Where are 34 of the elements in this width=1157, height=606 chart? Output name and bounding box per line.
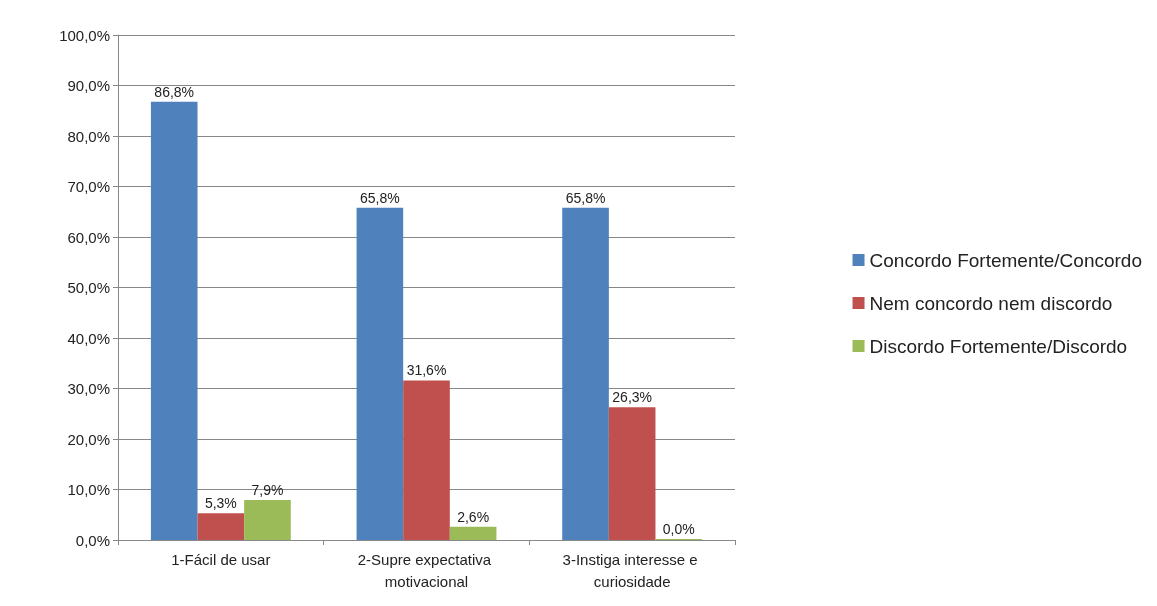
legend-label: Concordo Fortemente/Concordo bbox=[869, 249, 1143, 271]
y-tick-label: 10,0% bbox=[67, 481, 110, 498]
y-tick-label: 70,0% bbox=[67, 178, 110, 195]
x-tick-label: 3-Instiga interesse e curiosidade bbox=[562, 550, 702, 590]
legend-label: Nem concordo nem discordo bbox=[869, 292, 1113, 314]
y-tick-label: 0,0% bbox=[75, 531, 110, 549]
y-tick-label: 30,0% bbox=[67, 380, 110, 397]
bar bbox=[403, 380, 450, 540]
data-label: 65,8% bbox=[565, 189, 606, 206]
bar bbox=[244, 500, 291, 540]
y-tick-label: 90,0% bbox=[67, 77, 110, 94]
data-label: 7,9% bbox=[251, 482, 284, 499]
bar bbox=[197, 513, 245, 540]
y-tick-label: 60,0% bbox=[67, 228, 110, 246]
bar bbox=[356, 207, 404, 540]
data-label: 2,6% bbox=[457, 508, 490, 525]
y-tick-label: 50,0% bbox=[67, 279, 110, 296]
bar bbox=[562, 207, 609, 540]
y-tick-label: 40,0% bbox=[67, 329, 110, 347]
data-label: 65,8% bbox=[360, 189, 400, 206]
data-label: 0,0% bbox=[662, 521, 695, 537]
y-tick-label: 80,0% bbox=[67, 127, 110, 145]
x-tick-label: 2-Supre expectativa motivacional bbox=[357, 550, 496, 590]
y-tick-label: 100,0% bbox=[59, 26, 110, 44]
legend-label: Discordo Fortemente/Discordo bbox=[869, 335, 1128, 357]
data-label: 86,8% bbox=[154, 83, 195, 100]
bar bbox=[608, 407, 656, 540]
y-tick-label: 20,0% bbox=[67, 430, 110, 448]
data-label: 31,6% bbox=[406, 362, 447, 379]
data-label: 26,3% bbox=[612, 389, 653, 406]
bar bbox=[449, 526, 497, 540]
data-label: 5,3% bbox=[204, 495, 237, 512]
bar bbox=[150, 101, 198, 540]
x-tick-label: 1-Fácil de usar bbox=[171, 550, 271, 568]
